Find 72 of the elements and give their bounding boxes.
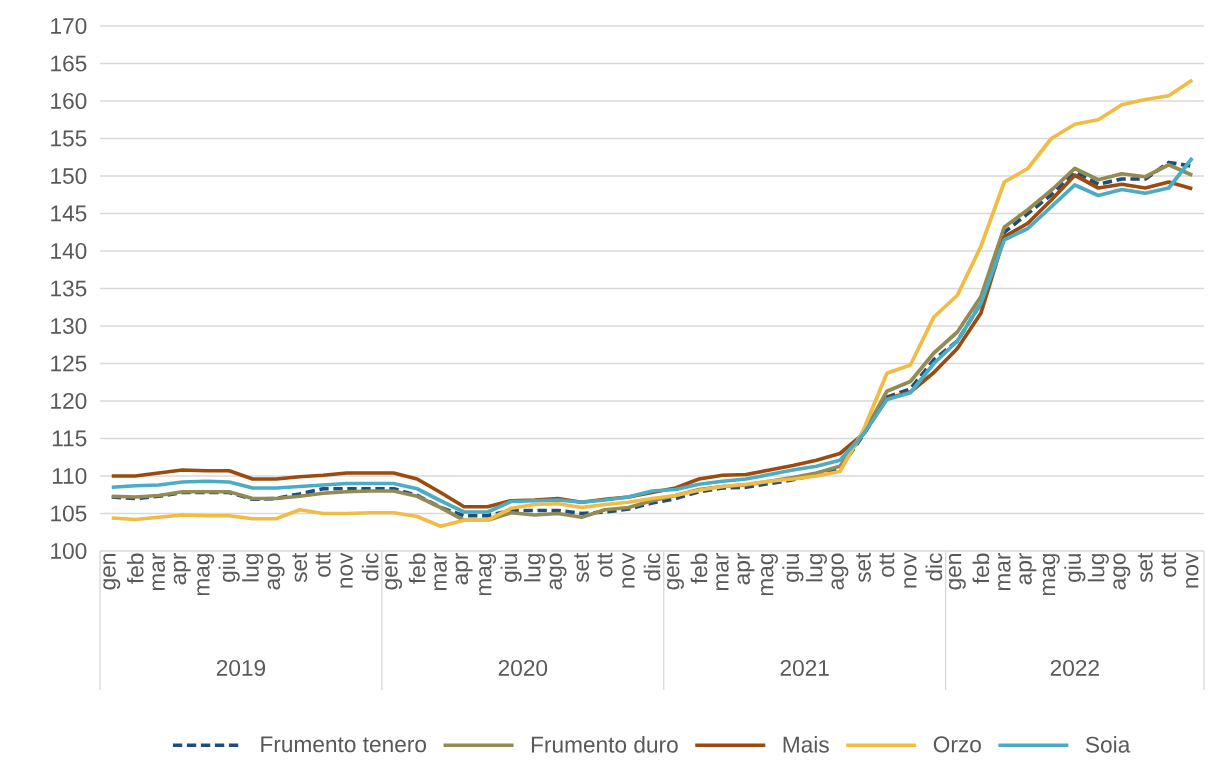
x-tick-label: ott [597,552,613,577]
legend-label: Frumento duro [531,736,678,753]
x-tick-label: mar [716,552,729,591]
x-tick-label: ott [1161,552,1177,577]
y-tick-label: 105 [51,505,87,522]
x-tick-label: gen [667,554,684,590]
legend-label: Soia [1085,736,1131,753]
text: 2019 [216,659,266,677]
x-tick-label: lug [805,554,827,582]
x-tick-label: giu [500,554,522,582]
legend-label: Orzo [933,736,981,753]
x-tick-label: lug [242,554,264,582]
text: 2020 [498,659,548,677]
x-tick-label: giu [1064,554,1086,582]
x-tick-label: mar [434,552,447,591]
y-tick-label: 155 [51,130,87,147]
y-tick-label: 165 [51,55,87,72]
text: 2021 [780,659,829,677]
y-tick-label: 140 [51,242,87,260]
legend-label: Mais [783,736,829,753]
x-tick-label: giu [218,554,240,582]
x-tick-label: mag [197,554,215,596]
x-tick-label: dic [361,553,379,581]
x-tick-label: ago [831,553,849,590]
x-tick-label: gen [385,554,403,590]
y-tick-label: 130 [51,317,87,335]
x-tick-label: mag [479,554,497,596]
x-tick-label: set [855,552,871,583]
x-tick-label: feb [408,553,426,584]
x-tick-label: mar [998,552,1011,591]
x-tick-label: lug [524,554,546,582]
x-tick-label: ago [267,553,285,590]
x-tick-label: dic [643,553,661,581]
y-tick-label: 100 [51,542,87,560]
x-tick-label: mag [1042,554,1060,596]
x-tick-label: mar [152,552,165,591]
x-tick-label: apr [1019,552,1037,585]
x-tick-label: nov [904,552,917,588]
y-tick-label: 150 [51,167,87,185]
x-tick-label: mag [761,554,778,596]
x-tick-label: gen [948,554,966,590]
x-tick-label: feb [126,553,144,584]
x-tick-label: ago [549,553,567,590]
x-tick-label: nov [340,552,353,588]
x-tick-label: feb [690,553,708,584]
x-tick-label: lug [1087,554,1109,582]
x-tick-label: set [292,552,308,583]
line-series [109,78,1195,529]
y-tick-label: 125 [51,355,87,372]
x-tick-label: apr [737,552,755,585]
x-tick-label: dic [925,553,943,581]
x-tick-label: ott [315,552,331,577]
y-tick-label: 135 [51,280,87,297]
y-tick-label: 110 [52,467,87,485]
x-tick-label: gen [103,554,121,590]
text: 2022 [1050,659,1099,677]
legend-label: Frumento tenero [261,736,427,753]
x-tick-label: ott [879,552,895,577]
x-tick-label: set [574,552,589,583]
x-tick-label: apr [173,552,191,585]
y-tick-label: 160 [51,92,87,110]
y-tick-label: 120 [51,392,87,410]
y-tick-label: 145 [51,205,87,222]
x-tick-label: nov [1186,552,1199,588]
y-tick-label: 170 [51,17,87,35]
y-tick-label: 115 [52,430,87,447]
x-tick-label: feb [972,553,990,584]
x-tick-label: giu [782,554,804,582]
x-tick-label: apr [455,552,473,585]
x-tick-label: nov [622,552,635,588]
x-tick-label: ago [1113,553,1131,590]
x-tick-label: set [1137,552,1153,583]
